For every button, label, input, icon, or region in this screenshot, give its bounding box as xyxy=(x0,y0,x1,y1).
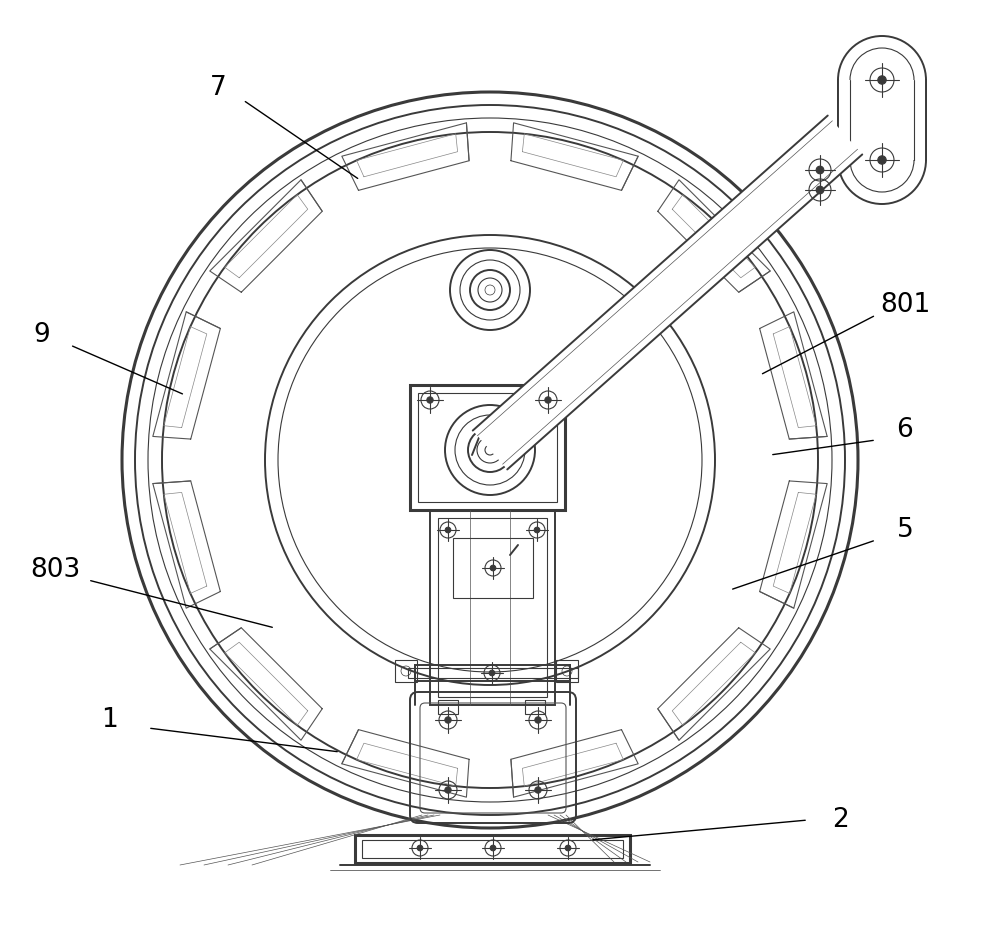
Text: 803: 803 xyxy=(30,557,80,583)
Bar xyxy=(408,668,578,678)
Circle shape xyxy=(878,76,886,84)
Text: 801: 801 xyxy=(880,292,930,318)
Circle shape xyxy=(816,166,824,173)
Circle shape xyxy=(490,846,496,850)
Circle shape xyxy=(535,717,541,723)
Text: 2: 2 xyxy=(832,807,848,833)
Circle shape xyxy=(445,527,451,533)
Text: 1: 1 xyxy=(102,707,118,733)
Bar xyxy=(410,385,565,510)
Circle shape xyxy=(417,846,423,850)
Circle shape xyxy=(445,717,451,723)
Circle shape xyxy=(816,186,824,193)
Text: 9: 9 xyxy=(34,322,50,348)
Bar xyxy=(438,518,547,697)
Circle shape xyxy=(534,527,540,533)
Circle shape xyxy=(489,670,495,676)
Bar xyxy=(438,700,458,714)
Circle shape xyxy=(445,787,451,793)
Circle shape xyxy=(565,846,571,850)
Circle shape xyxy=(490,565,496,571)
Bar xyxy=(430,510,555,705)
Bar xyxy=(362,840,623,858)
Bar xyxy=(453,538,533,598)
Circle shape xyxy=(427,397,433,403)
Text: 6: 6 xyxy=(897,417,913,443)
Circle shape xyxy=(545,397,551,403)
Bar xyxy=(415,665,570,681)
Circle shape xyxy=(535,787,541,793)
Text: 7: 7 xyxy=(210,75,226,101)
Text: 5: 5 xyxy=(897,517,913,543)
Circle shape xyxy=(878,155,886,164)
Bar xyxy=(418,393,557,502)
Bar xyxy=(838,80,926,160)
Bar xyxy=(395,660,417,682)
Bar xyxy=(355,835,630,863)
Polygon shape xyxy=(473,116,862,469)
Bar xyxy=(525,700,545,714)
Bar xyxy=(556,660,578,682)
